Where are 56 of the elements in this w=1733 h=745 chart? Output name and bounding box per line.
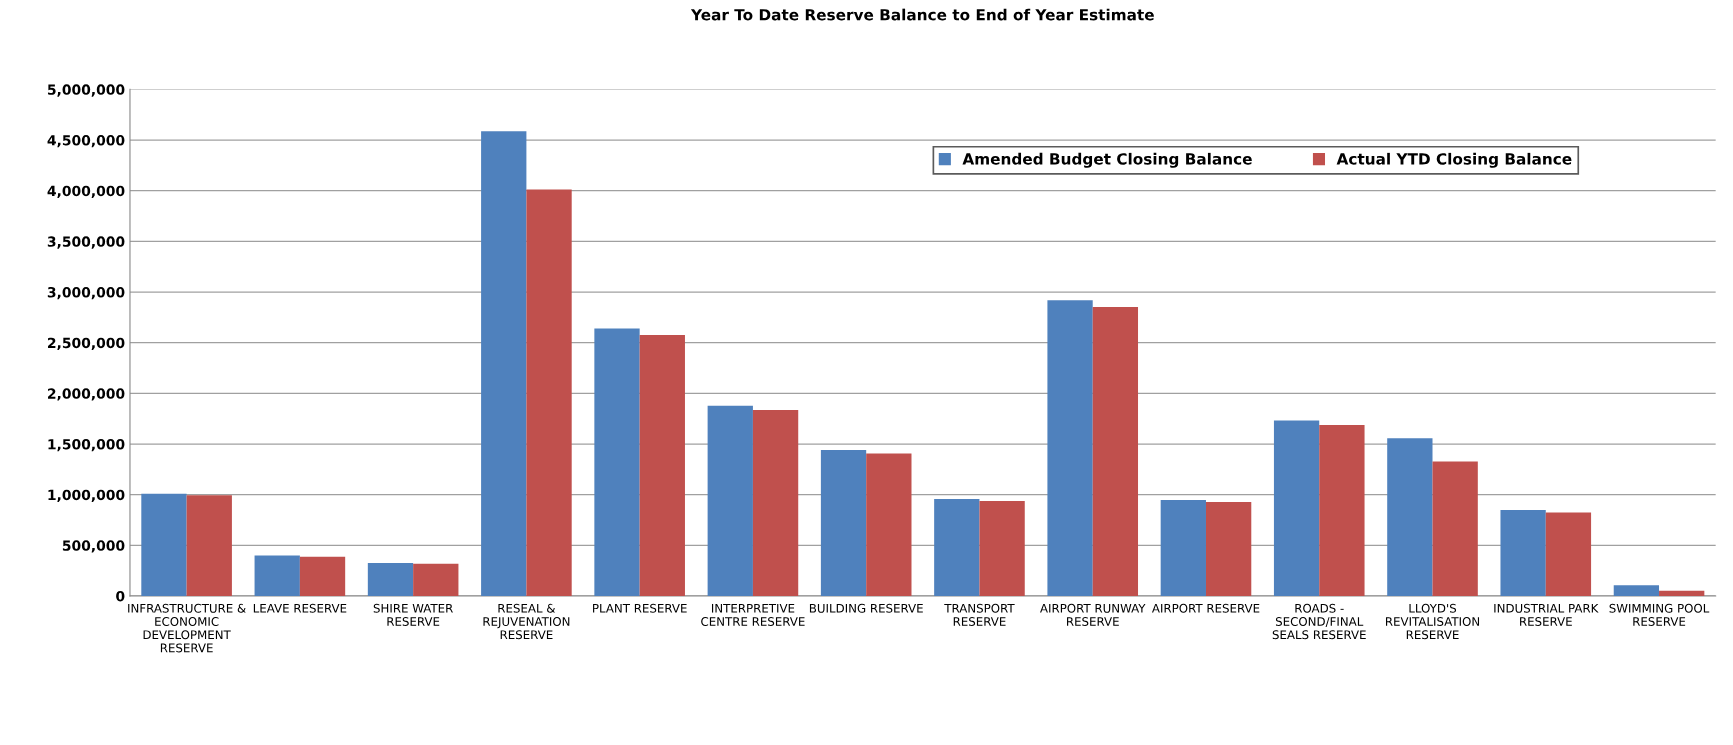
bar <box>481 131 527 596</box>
bar <box>934 499 980 596</box>
x-tick-label: LLOYD'S REVITALISATION RESERVE <box>1385 603 1480 640</box>
x-tick-label: LEAVE RESERVE <box>253 603 347 613</box>
bar <box>1205 502 1252 596</box>
bar <box>752 409 799 596</box>
bar <box>707 405 753 596</box>
bar <box>1160 500 1206 596</box>
bar <box>1500 510 1546 596</box>
x-tick-label: SWIMMING POOL RESERVE <box>1609 603 1710 626</box>
x-tick-label: INTERPRETIVE CENTRE RESERVE <box>701 603 805 626</box>
legend-label: Amended Budget Closing Balance <box>962 152 1252 168</box>
bar <box>367 562 414 596</box>
y-tick-label: 4,000,000 <box>47 185 125 198</box>
bar <box>639 334 685 596</box>
x-tick-label: AIRPORT RUNWAY RESERVE <box>1040 603 1146 626</box>
bar <box>866 453 912 596</box>
bar <box>1047 300 1093 596</box>
y-tick-label: 3,500,000 <box>47 236 125 249</box>
bar <box>186 495 232 596</box>
bar <box>1432 461 1478 596</box>
x-tick-label: AIRPORT RESERVE <box>1151 603 1260 613</box>
bar <box>1545 512 1592 596</box>
y-tick-label: 2,500,000 <box>48 337 125 350</box>
y-tick-label: 1,000,000 <box>48 489 125 502</box>
x-tick-label: PLANT RESERVE <box>593 603 687 613</box>
x-tick-label: ROADS - SECOND/FINAL SEALS RESERVE <box>1272 603 1366 640</box>
bar <box>1659 590 1705 596</box>
y-tick-label: 3,000,000 <box>47 287 125 300</box>
y-tick-label: 5,000,000 <box>47 84 125 97</box>
bar <box>820 450 867 596</box>
x-tick-label: BUILDING RESERVE <box>809 603 923 613</box>
bar <box>299 556 346 596</box>
x-tick-label: TRANSPORT RESERVE <box>944 603 1015 626</box>
bar <box>979 501 1025 596</box>
bar <box>1092 307 1139 596</box>
chart-title: Year To Date Reserve Balance to End of Year Estimate <box>690 8 1154 21</box>
y-tick-label: 500,000 <box>62 540 125 553</box>
x-tick-label: INDUSTRIAL PARK RESERVE <box>1494 603 1599 626</box>
bar <box>141 493 187 596</box>
bar <box>254 555 300 596</box>
legend-label: Actual YTD Closing Balance <box>1336 152 1572 168</box>
bar <box>594 328 640 596</box>
bar <box>1613 585 1660 596</box>
x-tick-label: SHIRE WATER RESERVE <box>373 603 453 626</box>
y-tick-label: 4,500,000 <box>47 135 125 148</box>
x-tick-label: INFRASTRUCTURE & ECONOMIC DEVELOPMENT RESERVE <box>128 603 246 653</box>
bar <box>1387 438 1433 596</box>
bar <box>1273 420 1320 596</box>
y-tick-label: 0 <box>116 590 125 602</box>
bar <box>413 563 459 596</box>
y-tick-label: 2,000,000 <box>48 388 125 401</box>
bar <box>1319 424 1365 596</box>
bar <box>526 189 572 596</box>
x-tick-label: RESEAL & REJUVENATION RESERVE <box>483 603 570 640</box>
y-tick-label: 1,500,000 <box>48 438 125 452</box>
